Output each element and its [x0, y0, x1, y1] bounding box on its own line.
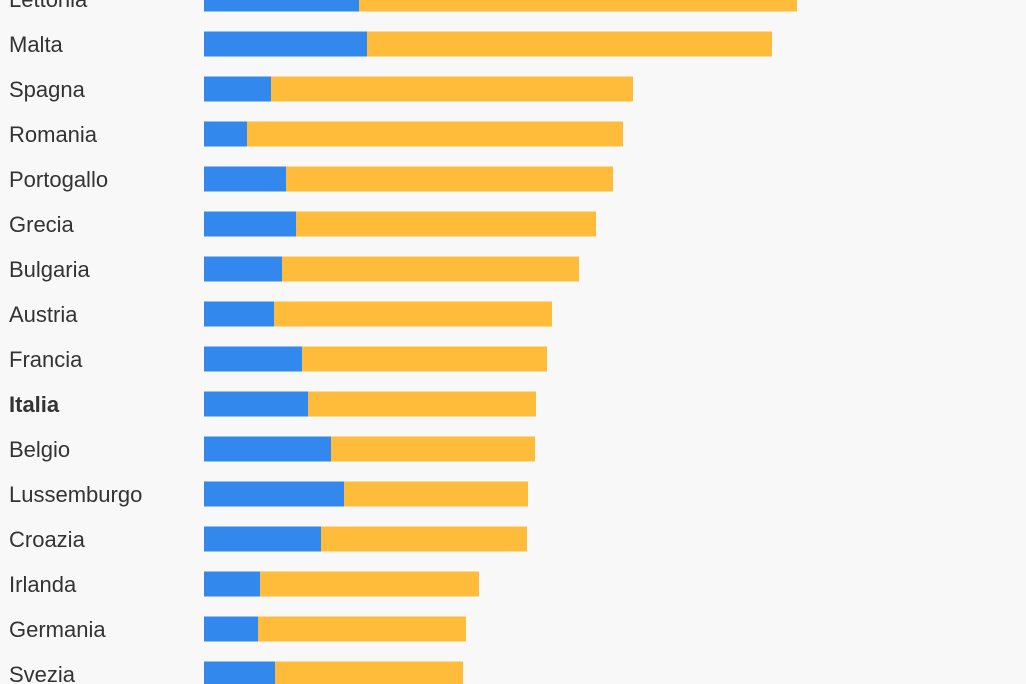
- bar-row-lussemburgo: Lussemburgo: [9, 481, 528, 507]
- category-label: Austria: [9, 302, 78, 327]
- bar-segment-series-1: [204, 31, 367, 57]
- bar-segment-series-2: [274, 301, 552, 327]
- bar-segment-series-2: [275, 661, 463, 684]
- bar-segment-series-1: [204, 76, 271, 102]
- category-label: Germania: [9, 617, 106, 642]
- bar-row-malta: Malta: [9, 31, 772, 57]
- bar-segment-series-2: [260, 571, 479, 597]
- bar-row-portogallo: Portogallo: [9, 166, 613, 192]
- bar-segment-series-2: [331, 436, 535, 462]
- bar-row-bulgaria: Bulgaria: [9, 256, 579, 282]
- category-label: Spagna: [9, 77, 86, 102]
- bar-segment-series-1: [204, 301, 274, 327]
- bar-row-grecia: Grecia: [9, 211, 596, 237]
- bar-segment-series-1: [204, 121, 247, 147]
- bar-segment-series-1: [204, 256, 282, 282]
- bar-row-svezia: Svezia: [9, 661, 463, 684]
- bar-segment-series-2: [359, 0, 797, 12]
- bar-segment-series-1: [204, 481, 344, 507]
- bar-row-francia: Francia: [9, 346, 547, 372]
- category-label: Italia: [9, 392, 60, 417]
- bar-row-italia: Italia: [9, 391, 536, 417]
- bar-segment-series-2: [344, 481, 528, 507]
- bar-segment-series-1: [204, 0, 359, 12]
- bar-segment-series-2: [247, 121, 623, 147]
- bar-segment-series-2: [296, 211, 596, 237]
- bar-segment-series-1: [204, 211, 296, 237]
- category-label: Croazia: [9, 527, 86, 552]
- bar-row-romania: Romania: [9, 121, 623, 147]
- bar-segment-series-2: [308, 391, 536, 417]
- bar-segment-series-2: [367, 31, 772, 57]
- bar-row-germania: Germania: [9, 616, 466, 642]
- bar-segment-series-2: [282, 256, 579, 282]
- bar-segment-series-2: [271, 76, 633, 102]
- category-label: Lussemburgo: [9, 482, 142, 507]
- category-label: Romania: [9, 122, 98, 147]
- bar-segment-series-2: [321, 526, 527, 552]
- category-label: Portogallo: [9, 167, 108, 192]
- bar-segment-series-1: [204, 571, 260, 597]
- bar-row-irlanda: Irlanda: [9, 571, 479, 597]
- category-label: Francia: [9, 347, 83, 372]
- bar-segment-series-2: [286, 166, 613, 192]
- bar-segment-series-1: [204, 346, 302, 372]
- bar-segment-series-1: [204, 616, 258, 642]
- category-label: Grecia: [9, 212, 75, 237]
- bar-row-croazia: Croazia: [9, 526, 527, 552]
- bar-segment-series-2: [258, 616, 466, 642]
- bar-row-austria: Austria: [9, 301, 552, 327]
- category-label: Irlanda: [9, 572, 77, 597]
- bar-segment-series-1: [204, 436, 331, 462]
- bar-segment-series-1: [204, 166, 286, 192]
- bar-row-belgio: Belgio: [9, 436, 535, 462]
- chart-rows: Lettonia Malta Spagna Romania Portogallo Grec…: [9, 0, 797, 684]
- bar-row-lettonia: Lettonia: [9, 0, 797, 12]
- bar-segment-series-1: [204, 391, 308, 417]
- category-label: Lettonia: [9, 0, 88, 12]
- category-label: Malta: [9, 32, 64, 57]
- bar-segment-series-1: [204, 661, 275, 684]
- category-label: Belgio: [9, 437, 70, 462]
- category-label: Svezia: [9, 662, 76, 684]
- bar-segment-series-1: [204, 526, 321, 552]
- bar-row-spagna: Spagna: [9, 76, 633, 102]
- category-label: Bulgaria: [9, 257, 90, 282]
- bar-segment-series-2: [302, 346, 547, 372]
